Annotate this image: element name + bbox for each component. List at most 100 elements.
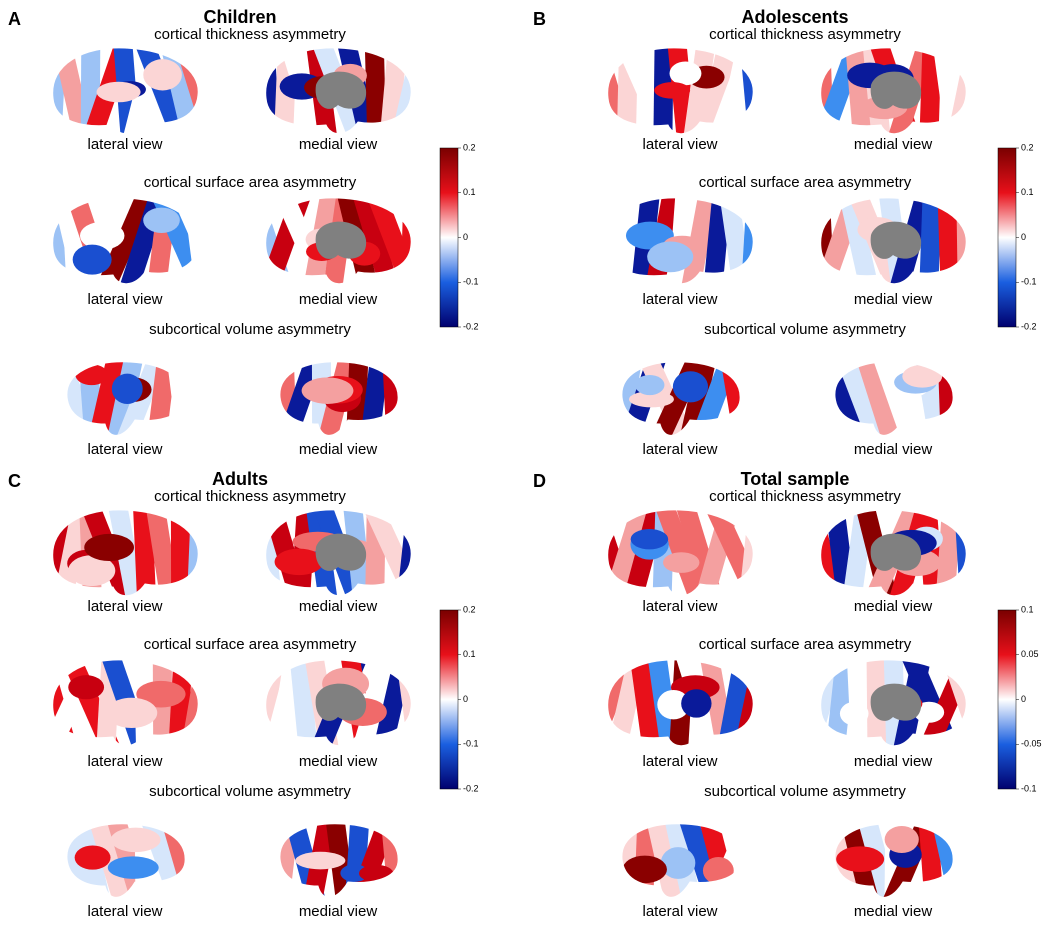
colorbar-label: 0 xyxy=(1021,694,1026,704)
region xyxy=(937,197,960,284)
region xyxy=(621,823,640,898)
region xyxy=(301,377,354,404)
colorbar xyxy=(439,609,459,790)
section-title: cortical thickness asymmetry xyxy=(154,488,346,505)
view-label: medial view xyxy=(299,903,378,920)
colorbar-label: -0.1 xyxy=(1021,783,1037,793)
panel-title: Total sample xyxy=(741,469,850,489)
region xyxy=(364,47,387,134)
medial-wall xyxy=(870,71,922,109)
section-title: cortical surface area asymmetry xyxy=(699,174,912,191)
brain xyxy=(621,361,741,436)
brain-outline xyxy=(265,659,412,747)
view-label: medial view xyxy=(299,291,378,308)
view-label: lateral view xyxy=(87,903,162,920)
view-label: lateral view xyxy=(642,291,717,308)
brain xyxy=(607,197,754,284)
region xyxy=(902,364,943,388)
colorbar-label: 0.1 xyxy=(463,649,476,659)
region xyxy=(937,361,954,436)
view-label: medial view xyxy=(854,598,933,615)
brain-outline xyxy=(265,47,412,135)
brain xyxy=(279,823,399,898)
region xyxy=(956,799,977,909)
brain xyxy=(265,509,412,596)
region xyxy=(72,244,112,275)
brain xyxy=(607,47,754,134)
region xyxy=(84,533,134,561)
region xyxy=(66,823,99,898)
region xyxy=(358,864,394,882)
brain-outline xyxy=(52,659,199,747)
section-title: cortical thickness asymmetry xyxy=(709,26,901,43)
region xyxy=(812,337,834,447)
region xyxy=(839,701,869,726)
brain xyxy=(820,47,967,134)
region xyxy=(657,689,690,720)
brain xyxy=(52,47,199,134)
brain-outline xyxy=(820,47,967,135)
panel-letter: A xyxy=(8,9,21,29)
colorbar xyxy=(997,147,1017,328)
view-label: lateral view xyxy=(642,903,717,920)
section-title: cortical surface area asymmetry xyxy=(699,636,912,653)
section-title: cortical thickness asymmetry xyxy=(709,488,901,505)
view-label: lateral view xyxy=(87,753,162,770)
view-label: medial view xyxy=(854,753,933,770)
brain xyxy=(820,659,967,746)
region xyxy=(74,845,111,870)
brain xyxy=(52,659,199,746)
colorbar-label: 0 xyxy=(463,694,468,704)
section-title: cortical surface area asymmetry xyxy=(144,174,357,191)
region xyxy=(170,509,191,596)
medial-wall xyxy=(315,71,367,109)
colorbar-label: -0.2 xyxy=(463,783,479,793)
brain xyxy=(812,337,954,447)
brain-outline xyxy=(279,361,399,436)
region xyxy=(913,701,945,723)
brain xyxy=(265,47,412,134)
view-label: lateral view xyxy=(87,136,162,153)
brain-outline xyxy=(820,659,967,747)
view-label: medial view xyxy=(299,441,378,458)
view-label: lateral view xyxy=(87,598,162,615)
region xyxy=(628,391,674,408)
colorbar-label: 0.1 xyxy=(1021,187,1034,197)
view-label: lateral view xyxy=(642,136,717,153)
colorbar-label: 0.1 xyxy=(1021,604,1034,614)
brain-outline xyxy=(834,361,954,436)
brain xyxy=(279,361,399,436)
region xyxy=(295,851,346,870)
colorbar-label: 0.1 xyxy=(463,187,476,197)
region xyxy=(630,529,669,550)
region xyxy=(680,197,719,284)
region xyxy=(95,197,158,284)
region xyxy=(381,361,399,436)
colorbar-label: 0.2 xyxy=(463,142,476,152)
view-label: medial view xyxy=(299,753,378,770)
brain xyxy=(607,509,754,596)
section-title: cortical surface area asymmetry xyxy=(144,636,357,653)
brain xyxy=(607,659,754,746)
region xyxy=(682,47,717,134)
colorbar-label: -0.05 xyxy=(1021,739,1042,749)
brain xyxy=(265,659,412,746)
region xyxy=(696,47,739,134)
brain xyxy=(52,197,199,284)
region xyxy=(111,373,143,405)
colorbar-label: -0.2 xyxy=(463,321,479,331)
brain xyxy=(600,799,741,909)
section-title: cortical thickness asymmetry xyxy=(154,26,346,43)
region xyxy=(600,799,620,909)
region xyxy=(834,361,869,436)
medial-wall xyxy=(315,221,367,259)
region xyxy=(68,555,116,587)
region xyxy=(42,799,67,910)
brain-outline xyxy=(52,197,199,285)
brain-outline xyxy=(265,509,412,597)
brain-outline xyxy=(834,823,954,898)
brain xyxy=(820,509,967,596)
view-label: lateral view xyxy=(642,753,717,770)
colorbar-label: 0.05 xyxy=(1021,649,1039,659)
